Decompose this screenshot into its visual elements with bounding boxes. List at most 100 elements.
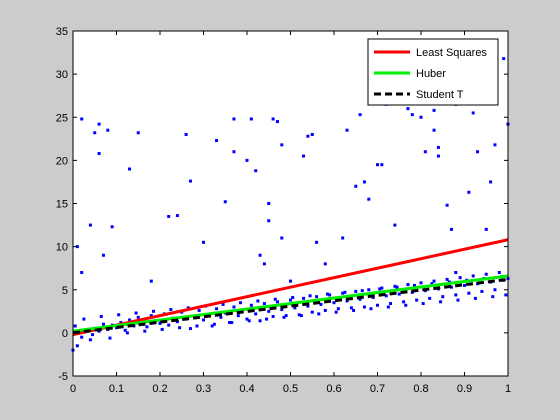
data-point (188, 179, 192, 183)
x-tick-label: 0.3 (196, 383, 211, 395)
y-tick-label: 5 (62, 285, 68, 297)
data-point (210, 324, 214, 328)
data-point (267, 219, 271, 223)
data-point (376, 303, 379, 307)
data-point (349, 306, 353, 310)
x-tick-label: 0.7 (370, 383, 385, 395)
data-point (271, 314, 275, 318)
data-point (167, 323, 171, 327)
fit-lines (72, 238, 509, 337)
data-point (504, 293, 508, 297)
data-point (393, 223, 397, 227)
y-tick-label: 20 (56, 155, 68, 167)
data-point (119, 321, 123, 325)
data-point (99, 314, 103, 318)
data-point (245, 158, 249, 162)
data-point (284, 314, 288, 318)
data-point (232, 117, 236, 121)
data-point (354, 289, 358, 293)
data-point (158, 321, 162, 325)
data-point (345, 299, 349, 303)
data-point (308, 294, 312, 298)
data-point (428, 296, 432, 300)
data-point (151, 309, 155, 313)
data-point (280, 236, 284, 240)
data-point (256, 299, 260, 303)
data-point (480, 289, 484, 293)
data-point (282, 315, 286, 319)
data-point (432, 128, 436, 132)
x-tick-label: 0.4 (239, 383, 254, 395)
data-point (232, 305, 236, 309)
data-point (463, 283, 466, 287)
data-point (202, 318, 205, 322)
data-point (186, 306, 190, 310)
data-point (449, 227, 453, 231)
data-point (491, 295, 495, 299)
data-point (230, 321, 234, 325)
y-tick-label: 25 (56, 112, 68, 124)
data-point (310, 310, 314, 314)
x-tick-label: 0.9 (457, 383, 472, 395)
data-point (376, 163, 379, 167)
data-point (245, 317, 249, 321)
data-point (493, 288, 497, 292)
data-point (484, 227, 488, 231)
data-point (497, 271, 501, 274)
data-point (384, 294, 388, 298)
y-tick-label: -5 (58, 371, 68, 383)
data-point (75, 344, 79, 348)
data-point (439, 300, 443, 304)
data-point (317, 312, 321, 316)
data-point (125, 331, 129, 335)
data-point (254, 312, 258, 316)
data-point (371, 296, 375, 300)
data-point (75, 245, 79, 249)
data-point (280, 143, 284, 147)
data-point (328, 293, 332, 297)
data-point (262, 302, 266, 306)
y-tick-label: 10 (56, 242, 68, 254)
data-point (406, 283, 410, 287)
data-point (454, 293, 458, 297)
data-point (369, 307, 373, 311)
data-point (467, 190, 471, 194)
legend-label: Huber (416, 68, 446, 80)
data-point (236, 314, 240, 318)
data-point (471, 274, 475, 278)
data-point (389, 302, 393, 306)
data-point (432, 279, 436, 283)
data-point (267, 202, 271, 205)
x-axis: 0 0.1 0.2 0.3 0.4 0.5 0.6 0.7 0.8 0.9 1 (70, 31, 511, 395)
data-point (358, 297, 362, 301)
data-point (306, 304, 310, 308)
data-point (110, 225, 114, 229)
data-point (280, 308, 284, 312)
data-point (93, 131, 97, 135)
y-axis: -5 0 5 10 15 20 25 30 35 (56, 26, 508, 383)
data-point (380, 163, 384, 167)
data-point (323, 262, 327, 266)
data-point (458, 276, 462, 280)
data-point (419, 115, 423, 119)
data-point (297, 313, 301, 317)
legend-label: Least Squares (416, 47, 487, 59)
data-point (106, 128, 110, 132)
data-point (380, 286, 384, 290)
data-point (454, 271, 458, 274)
data-point (360, 289, 364, 293)
data-point (215, 139, 219, 143)
data-point (197, 308, 201, 312)
data-point (262, 262, 266, 266)
data-point (289, 298, 292, 302)
data-point (352, 308, 356, 312)
data-point (136, 131, 140, 135)
data-point (149, 279, 153, 283)
data-point (267, 309, 271, 313)
y-tick-label: 35 (56, 26, 68, 38)
data-point (441, 295, 445, 299)
data-point (145, 325, 149, 329)
fit-line-huber (72, 274, 509, 333)
y-tick-label: 30 (56, 69, 68, 81)
data-point (323, 308, 327, 312)
